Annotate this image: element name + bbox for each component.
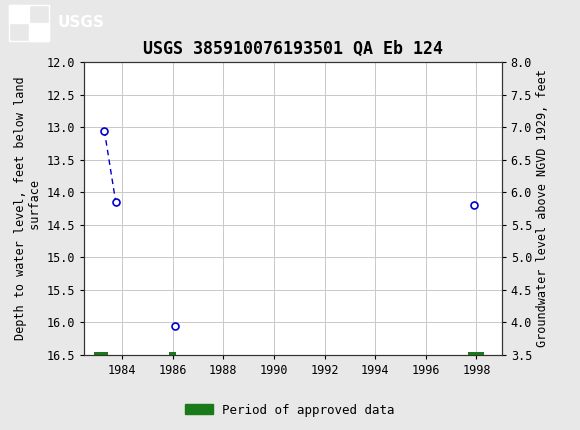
Bar: [94, 351, 108, 358]
Text: USGS: USGS: [58, 15, 105, 30]
Bar: [9, 4, 49, 41]
Y-axis label: Depth to water level, feet below land
 surface: Depth to water level, feet below land su…: [14, 77, 42, 341]
Y-axis label: Groundwater level above NGVD 1929, feet: Groundwater level above NGVD 1929, feet: [536, 70, 549, 347]
Bar: [467, 351, 484, 358]
Legend: Period of approved data: Period of approved data: [180, 399, 400, 421]
Bar: [9, 4, 29, 22]
Bar: [169, 351, 176, 358]
Title: USGS 385910076193501 QA Eb 124: USGS 385910076193501 QA Eb 124: [143, 40, 443, 58]
Bar: [29, 22, 49, 41]
